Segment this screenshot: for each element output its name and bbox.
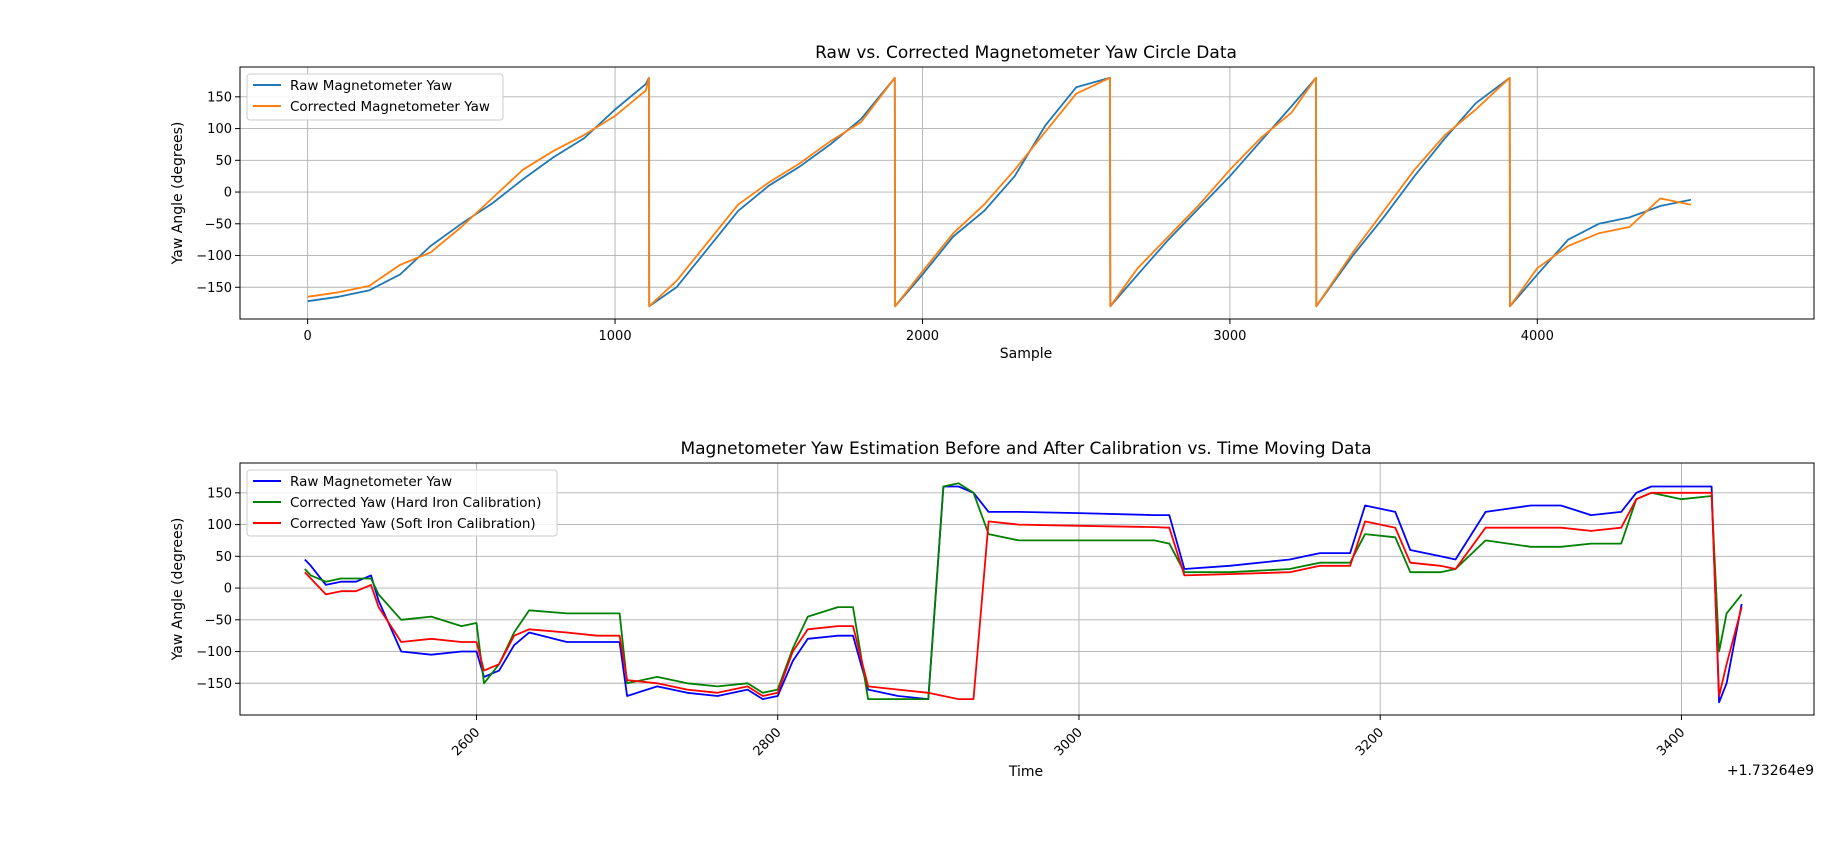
chart-1-y-tick-label: 150 (207, 90, 232, 105)
chart-1-y-tick-label: −50 (205, 217, 232, 232)
chart-1-series (307, 76, 1692, 308)
chart-1-x-tick-label: 3000 (1213, 329, 1246, 344)
chart-2-frame (239, 462, 1815, 716)
chart-1-y-tick-label: 50 (215, 154, 232, 169)
chart-2-legend: Raw Magnetometer Yaw Corrected Yaw (Hard… (246, 469, 558, 537)
chart-1-y-label: Yaw Angle (degrees) (170, 122, 186, 266)
legend-2-label-hard-iron: Corrected Yaw (Hard Iron Calibration) (290, 495, 541, 511)
chart-2-y-ticks: −150 −100 −50 0 50 100 150 (196, 486, 240, 692)
chart-1-frame (239, 66, 1815, 320)
chart-1-x-tick-label: 4000 (1521, 329, 1554, 344)
chart-2-y-tick-label: 0 (224, 582, 232, 597)
chart-1-title: Raw vs. Corrected Magnetometer Yaw Circl… (815, 43, 1237, 63)
chart-2-series-3-line (304, 491, 1743, 700)
chart-1-series-1-line (307, 76, 1692, 308)
chart-2-series (304, 482, 1743, 704)
chart-2-title: Magnetometer Yaw Estimation Before and A… (680, 439, 1371, 459)
chart-1: Raw vs. Corrected Magnetometer Yaw Circl… (170, 43, 1815, 362)
legend-1-label-raw: Raw Magnetometer Yaw (290, 78, 452, 94)
chart-1-y-tick-label: −100 (196, 249, 232, 264)
chart-2-y-tick-label: 100 (207, 518, 232, 533)
chart-1-x-label: Sample (1000, 346, 1053, 362)
chart-1-y-tick-label: 0 (224, 186, 232, 201)
chart-2: Magnetometer Yaw Estimation Before and A… (170, 439, 1815, 780)
legend-2-label-soft-iron: Corrected Yaw (Soft Iron Calibration) (290, 516, 536, 532)
chart-2-y-tick-label: −100 (196, 645, 232, 660)
chart-2-y-tick-label: 50 (215, 550, 232, 565)
legend-1-label-corrected: Corrected Magnetometer Yaw (290, 99, 490, 115)
legend-2-label-raw: Raw Magnetometer Yaw (290, 474, 452, 490)
chart-2-series-2-line (304, 482, 1743, 700)
chart-2-y-label: Yaw Angle (degrees) (170, 518, 186, 662)
chart-1-x-tick-label: 2000 (906, 329, 939, 344)
chart-1-x-tick-label: 0 (303, 329, 311, 344)
chart-2-y-tick-label: −150 (196, 677, 232, 692)
chart-1-y-ticks: −150 −100 −50 0 50 100 150 (196, 90, 240, 296)
chart-1-y-tick-label: −150 (196, 281, 232, 296)
chart-2-x-label: Time (1008, 764, 1043, 780)
chart-1-x-ticks: 0 1000 2000 3000 4000 (303, 319, 1554, 344)
chart-1-series-2-line (307, 76, 1692, 308)
chart-1-x-tick-label: 1000 (599, 329, 632, 344)
chart-2-y-tick-label: 150 (207, 486, 232, 501)
chart-2-y-tick-label: −50 (205, 613, 232, 628)
chart-1-legend: Raw Magnetometer Yaw Corrected Magnetome… (246, 73, 504, 121)
chart-2-x-offset: +1.73264e9 (1727, 763, 1814, 779)
chart-1-y-tick-label: 100 (207, 122, 232, 137)
